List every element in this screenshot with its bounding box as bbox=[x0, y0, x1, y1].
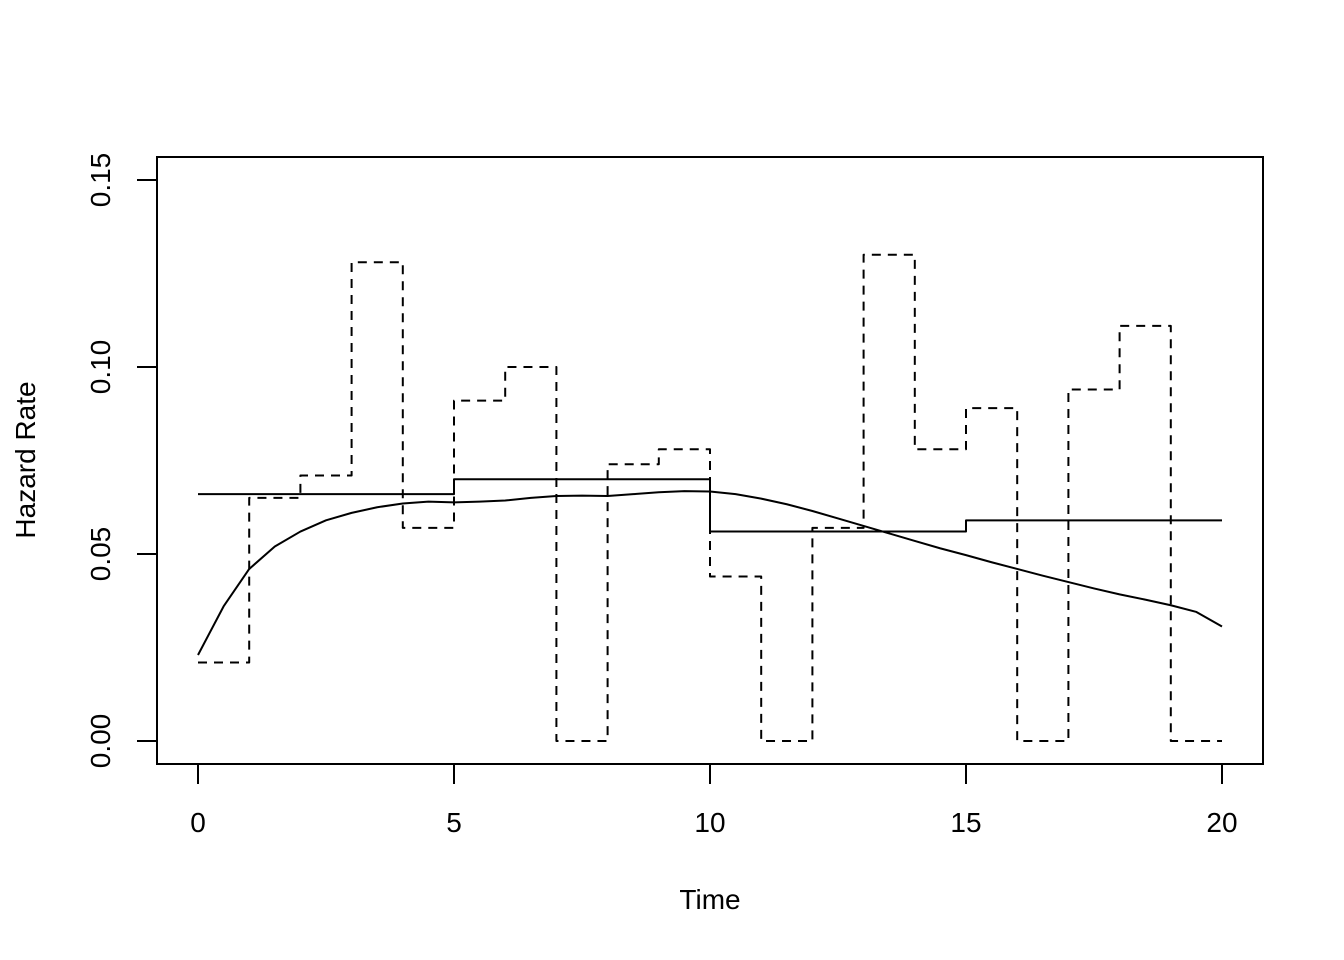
x-tick-label: 0 bbox=[190, 807, 206, 838]
series-layer bbox=[197, 253, 1223, 742]
plot-frame bbox=[156, 156, 1264, 765]
y-axis: 0.00 0.05 0.10 0.15 bbox=[85, 153, 158, 769]
y-tick-label: 0.10 bbox=[85, 340, 116, 395]
y-axis-title: Hazard Rate bbox=[10, 381, 41, 538]
y-tick-label: 0.15 bbox=[85, 153, 116, 208]
series-line-2-solid bbox=[198, 478, 1222, 533]
x-axis: 0 5 10 15 20 bbox=[190, 763, 1238, 838]
x-axis-title: Time bbox=[679, 884, 740, 915]
series-line-3-solid bbox=[197, 490, 1223, 656]
y-tick-label: 0.05 bbox=[85, 527, 116, 582]
x-tick-label: 20 bbox=[1206, 807, 1237, 838]
x-tick-label: 5 bbox=[446, 807, 462, 838]
x-tick-label: 10 bbox=[694, 807, 725, 838]
y-tick-label: 0.00 bbox=[85, 714, 116, 769]
x-tick-label: 15 bbox=[950, 807, 981, 838]
